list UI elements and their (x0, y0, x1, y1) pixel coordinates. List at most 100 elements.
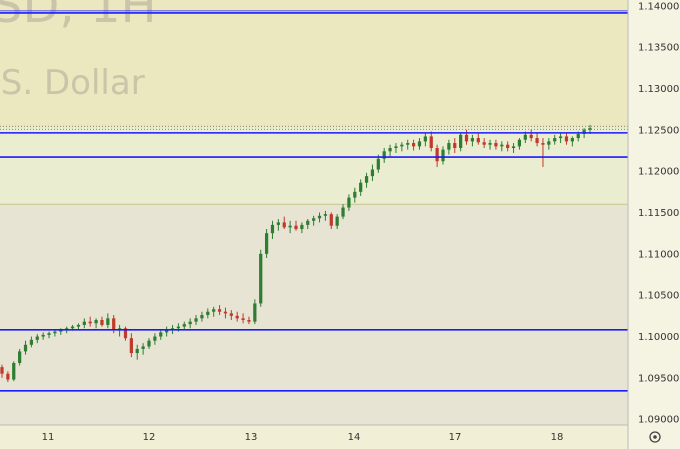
time-tick-label: 12 (143, 432, 156, 443)
candle-body (347, 197, 351, 208)
settings-button[interactable] (649, 431, 661, 443)
candle-body (488, 143, 492, 145)
candle-body (23, 344, 28, 352)
candle-body (159, 332, 163, 337)
gear-icon[interactable] (649, 431, 661, 443)
candle-body (459, 134, 463, 149)
candle-body (529, 134, 533, 139)
candle-body (476, 138, 480, 143)
candle-body (6, 373, 10, 380)
time-tick-label: 17 (449, 432, 462, 443)
candle-body (188, 321, 192, 325)
candle-body (423, 136, 427, 142)
candle-body (264, 233, 269, 254)
candle-body (253, 303, 257, 322)
candle-body (553, 138, 557, 142)
candle-body (582, 129, 586, 134)
price-tick-label: 1.12000 (638, 167, 679, 178)
price-axis[interactable]: 1.14000 1.13500 1.13000 1.12500 1.12000 1.115… (627, 0, 680, 449)
candle-body (306, 220, 310, 225)
candle-body (447, 143, 451, 150)
price-tick-label: 1.10000 (638, 332, 679, 343)
price-tick-label: 1.09000 (638, 415, 679, 426)
candle-body (259, 253, 263, 304)
candle-body (312, 218, 316, 221)
candle-body (370, 169, 375, 177)
candle-body (94, 319, 98, 324)
candle-body (441, 149, 445, 162)
time-axis[interactable]: 11 12 13 14 17 18 (0, 424, 628, 443)
candle-body (223, 311, 228, 314)
candle-body (212, 309, 216, 312)
candle-body (564, 136, 569, 142)
candle-body (47, 333, 51, 335)
candle-body (59, 329, 63, 332)
candle-body (570, 138, 574, 142)
zone-middle (0, 127, 628, 205)
watermark-instrument: .S. Dollar (0, 63, 145, 103)
price-tick-label: 1.13500 (638, 43, 679, 54)
price-axis-background (628, 0, 680, 449)
candle-body (182, 324, 186, 327)
candle-body (541, 143, 545, 145)
candle-body (229, 313, 233, 316)
candle-body (35, 336, 39, 340)
candle-body (12, 362, 16, 380)
candle-body (276, 222, 280, 225)
candle-body (359, 182, 363, 192)
zone-lower (0, 204, 628, 425)
time-tick-label: 13 (245, 432, 258, 443)
candle-body (417, 141, 422, 147)
candle-body (100, 319, 104, 325)
candle-body (523, 134, 527, 140)
candle-body (335, 216, 339, 226)
candle-body (506, 144, 510, 149)
watermark-symbol: SD, 1H (0, 0, 157, 34)
candle-body (0, 367, 4, 374)
price-tick-label: 1.13000 (638, 84, 679, 95)
candle-body (235, 315, 239, 319)
candle-body (176, 326, 181, 329)
candle-body (588, 128, 592, 130)
candle-body (270, 224, 275, 234)
candle-body (129, 338, 133, 354)
zone-upper (0, 0, 628, 128)
candle-body (153, 336, 157, 341)
gear-icon-center (653, 435, 657, 439)
candle-body (29, 339, 34, 345)
candle-body (282, 222, 286, 228)
candle-body (200, 315, 204, 319)
candle-body (364, 176, 369, 183)
time-tick-label: 14 (348, 432, 361, 443)
price-tick-label: 1.09500 (638, 373, 679, 384)
candle-body (353, 191, 357, 198)
candle-body (294, 225, 298, 230)
candle-body (558, 136, 563, 139)
candle-series (0, 124, 592, 383)
candle-body (388, 148, 392, 152)
candle-body (300, 224, 304, 230)
candle-body (429, 136, 433, 149)
time-tick-label: 11 (42, 432, 55, 443)
candle-body (88, 321, 92, 324)
candle-body (194, 318, 198, 322)
candle-body (165, 329, 169, 333)
candle-body (453, 143, 457, 149)
candle-body (53, 331, 57, 334)
candle-body (435, 148, 439, 162)
candle-body (511, 146, 516, 149)
candle-body (112, 318, 116, 330)
chart-zones (0, 0, 628, 425)
candle-body (123, 328, 128, 339)
candle-body (329, 214, 333, 226)
candle-body (76, 324, 81, 327)
time-tick-label: 18 (551, 432, 564, 443)
candle-body (147, 340, 151, 347)
candle-body (206, 311, 210, 316)
candle-body (470, 138, 475, 142)
candle-body (70, 326, 75, 329)
candle-body (341, 207, 345, 217)
candle-body (41, 334, 45, 337)
candle-body (376, 158, 380, 170)
